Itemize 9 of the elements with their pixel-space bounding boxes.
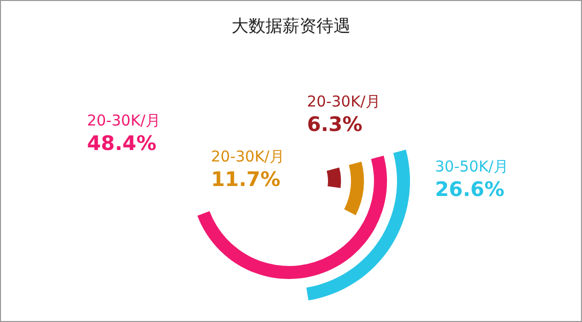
data-label: 26.6% [435,177,504,201]
data-label: 11.7% [211,167,280,191]
text: 大数据薪资待遇 [232,16,350,36]
category-label: 20-30K/月 [87,112,160,130]
category-label: 30-50K/月 [435,158,508,176]
category-label: 20-30K/月 [211,148,284,166]
data-label: 48.4% [87,131,156,155]
data-label: 6.3% [307,112,362,136]
category-label: 20-30K/月 [307,92,380,110]
